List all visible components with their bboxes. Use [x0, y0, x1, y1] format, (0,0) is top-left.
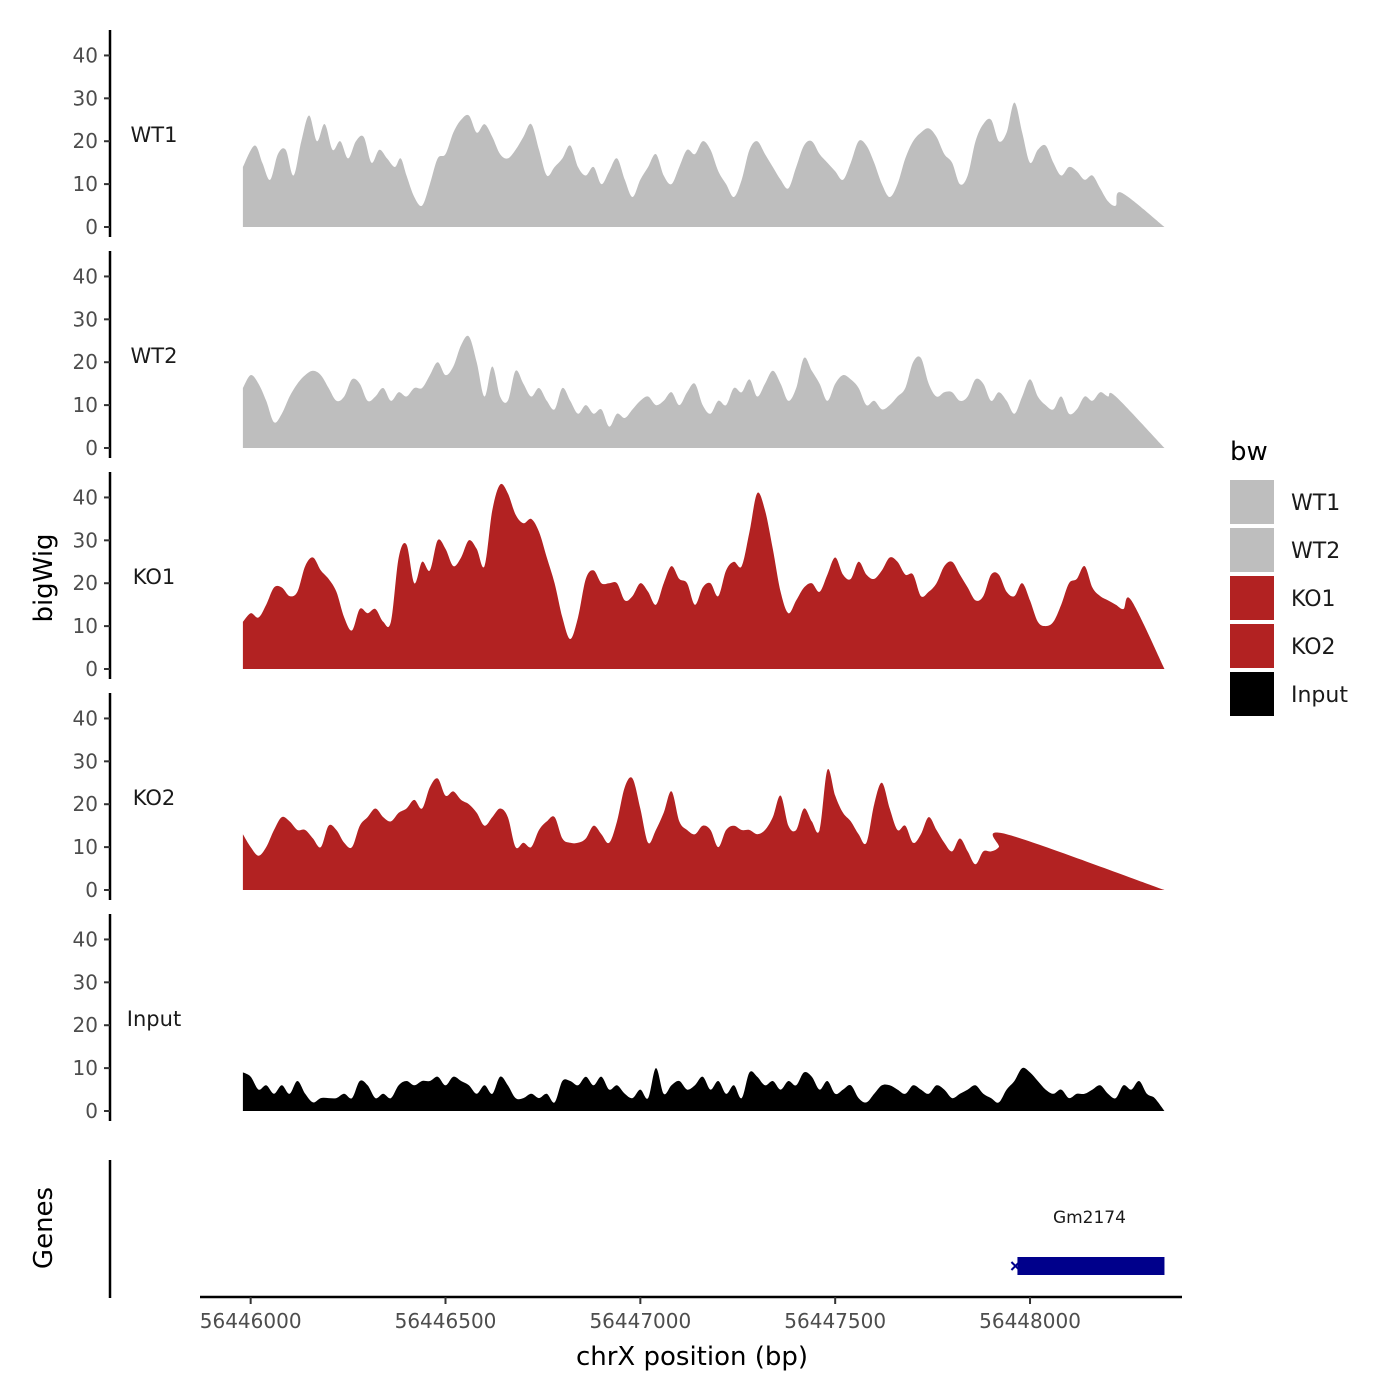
y-tick-label: 40: [73, 485, 98, 509]
gene-label: Gm2174: [1053, 1208, 1126, 1228]
track-label: Input: [127, 1007, 181, 1031]
y-tick-label: 30: [73, 307, 98, 331]
y-tick-label: 40: [73, 706, 98, 730]
x-tick-label: 56447500: [784, 1309, 886, 1333]
y-tick-label: 20: [73, 129, 98, 153]
legend-label-wt2: WT2: [1291, 539, 1340, 564]
y-tick-label: 10: [73, 835, 98, 859]
legend-key-wt2: [1230, 528, 1274, 572]
y-tick-label: 20: [73, 350, 98, 374]
y-tick-label: 0: [85, 1099, 98, 1123]
y-tick-label: 20: [73, 571, 98, 595]
coverage-area-wt1: [242, 102, 1165, 227]
track-wt1: 0 10 20 30 40 WT1: [73, 30, 1165, 239]
coverage-area-ko2: [242, 769, 1165, 890]
track-ko2: 0 10 20 30 40 KO2: [73, 693, 1165, 902]
y-tick-label: 30: [73, 749, 98, 773]
track-label: KO1: [133, 565, 176, 589]
y-tick-label: 30: [73, 86, 98, 110]
y-tick-label: 40: [73, 43, 98, 67]
legend-label-input: Input: [1291, 683, 1348, 708]
y-tick-label: 20: [73, 1013, 98, 1037]
track-ko1: 0 10 20 30 40 KO1: [73, 472, 1165, 681]
legend-label-ko2: KO2: [1291, 635, 1336, 660]
track-input: 0 10 20 30 40 Input: [73, 914, 1165, 1123]
y-tick-label: 10: [73, 1056, 98, 1080]
y-tick-label: 30: [73, 970, 98, 994]
y-tick-label: 10: [73, 614, 98, 638]
genes-axis-title: Genes: [29, 1187, 59, 1269]
legend-label-wt1: WT1: [1291, 491, 1340, 516]
genes-panel: Gm2174: [108, 1160, 1165, 1298]
legend-key-input: [1230, 672, 1274, 716]
x-tick-label: 56447000: [589, 1309, 691, 1333]
legend-key-ko1: [1230, 576, 1274, 620]
y-tick-label: 20: [73, 792, 98, 816]
y-tick-label: 10: [73, 393, 98, 417]
y-tick-label: 0: [85, 878, 98, 902]
legend: bw WT1 WT2 KO1 KO2 Input: [1230, 437, 1348, 716]
x-tick-label: 56446500: [395, 1309, 497, 1333]
coverage-area-input: [242, 1067, 1165, 1111]
x-tick-label: 56448000: [979, 1309, 1081, 1333]
y-tick-label: 10: [73, 172, 98, 196]
x-axis-title: chrX position (bp): [576, 1342, 808, 1372]
legend-key-ko2: [1230, 624, 1274, 668]
track-label: KO2: [133, 786, 176, 810]
gene-body: [1017, 1257, 1165, 1275]
y-tick-label: 0: [85, 436, 98, 460]
y-tick-label: 0: [85, 657, 98, 681]
y-tick-label: 30: [73, 528, 98, 552]
legend-key-wt1: [1230, 480, 1274, 524]
y-tick-label: 40: [73, 927, 98, 951]
track-label: WT2: [131, 344, 178, 368]
legend-title: bw: [1230, 437, 1268, 467]
y-tick-label: 40: [73, 264, 98, 288]
coverage-area-ko1: [242, 483, 1165, 669]
x-tick-label: 56446000: [200, 1309, 302, 1333]
track-label: WT1: [131, 123, 178, 147]
coverage-tracks: 0 10 20 30 40 WT1 0 10 20 30 40 WT2 0 10 20 30 40 KO1 0 10 2…: [73, 30, 1165, 1123]
track-wt2: 0 10 20 30 40 WT2: [73, 251, 1165, 460]
legend-label-ko1: KO1: [1291, 587, 1336, 612]
gene-strand-mark: [1010, 1261, 1021, 1271]
y-tick-label: 0: [85, 215, 98, 239]
y-axis-title: bigWig: [29, 533, 59, 622]
x-axis: 56446000 56446500 56447000 56447500 56448000: [200, 1295, 1182, 1333]
coverage-area-wt2: [242, 335, 1165, 448]
